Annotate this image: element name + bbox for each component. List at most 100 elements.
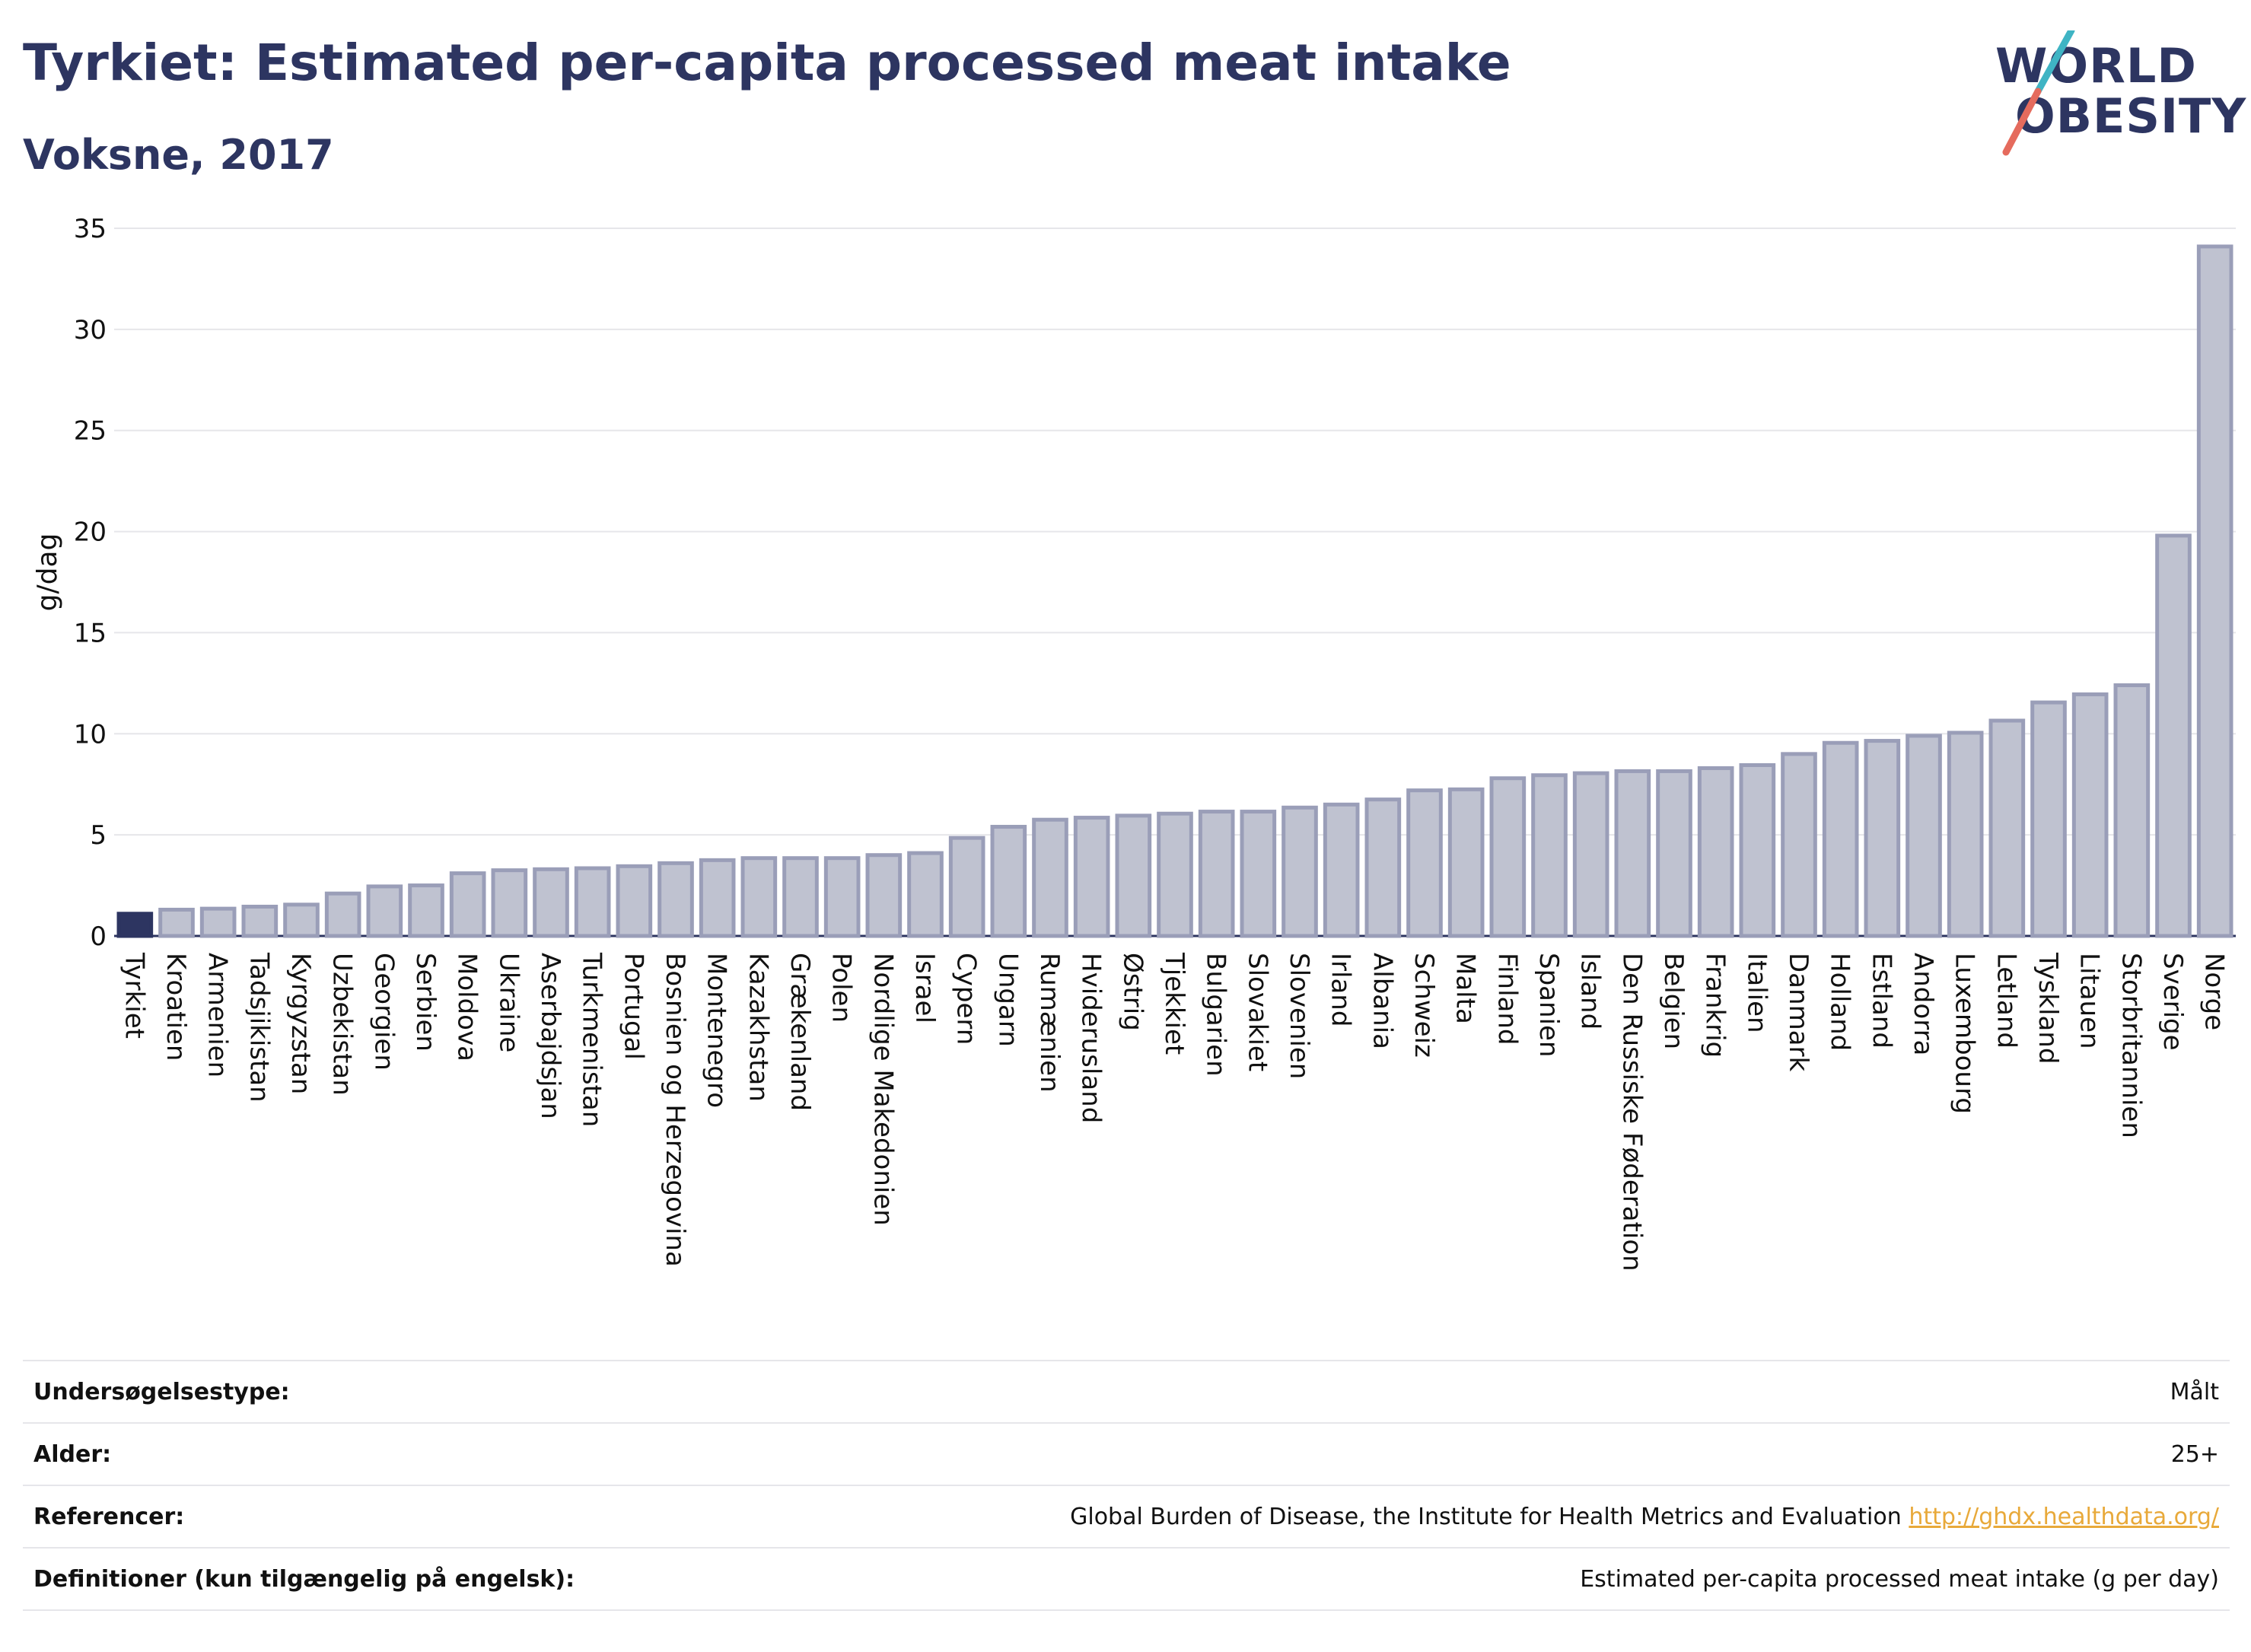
- bar[interactable]: [241, 904, 279, 938]
- bar-chart: 0 5 10 15 20 25 30 35 Tyrkiet Kroatien Armenien Ta…: [32, 214, 2236, 1272]
- bar[interactable]: [366, 884, 403, 938]
- bar[interactable]: [449, 871, 486, 938]
- bar[interactable]: [865, 853, 903, 938]
- bar[interactable]: [1947, 731, 1984, 938]
- world-obesity-logo: WORLD OBESITY: [1986, 30, 2246, 160]
- x-tick-label: Malta: [1450, 953, 1481, 1024]
- x-tick-label: Albania: [1367, 953, 1397, 1049]
- bar[interactable]: [533, 867, 569, 938]
- x-tick-label: Den Russiske Føderation: [1616, 953, 1647, 1272]
- bar[interactable]: [199, 906, 237, 938]
- info-label: Definitioner (kun tilgængelig på engelsk…: [23, 1547, 740, 1611]
- bar[interactable]: [408, 883, 444, 938]
- x-tick-label: Bulgarien: [1201, 953, 1231, 1077]
- x-tick-label: Letland: [1991, 953, 2021, 1049]
- y-tick-label: 0: [90, 921, 107, 952]
- bar[interactable]: [948, 836, 985, 938]
- x-tick-label: Kazakhstan: [743, 953, 773, 1102]
- bar[interactable]: [1614, 769, 1651, 938]
- bar[interactable]: [1572, 771, 1609, 938]
- bar[interactable]: [823, 856, 861, 938]
- bar[interactable]: [657, 861, 694, 938]
- bar[interactable]: [1739, 762, 1776, 938]
- bar[interactable]: [2071, 692, 2109, 938]
- x-tick-label: Litauen: [2074, 953, 2105, 1049]
- bar[interactable]: [283, 902, 320, 938]
- bar[interactable]: [699, 858, 736, 938]
- bar[interactable]: [1489, 776, 1527, 938]
- x-tick-label: Kroatien: [161, 953, 191, 1061]
- bar[interactable]: [491, 868, 528, 938]
- x-tick-label: Kyrgyzstan: [285, 953, 316, 1094]
- x-tick-label: Hviderusland: [1076, 953, 1106, 1123]
- info-label: Alder:: [23, 1422, 740, 1486]
- x-tick-label: Montenegro: [702, 953, 732, 1108]
- bar[interactable]: [1906, 734, 1942, 938]
- bar[interactable]: [324, 891, 361, 938]
- bar[interactable]: [782, 856, 819, 938]
- bar[interactable]: [2113, 683, 2151, 938]
- bar[interactable]: [2030, 700, 2067, 938]
- bar[interactable]: [1988, 718, 2026, 938]
- x-tick-label: Italien: [1741, 953, 1772, 1033]
- bar[interactable]: [1864, 739, 1901, 938]
- y-tick-label: 30: [74, 315, 107, 345]
- x-tick-label: Armenien: [202, 953, 233, 1077]
- bar[interactable]: [1240, 810, 1277, 938]
- info-row-survey-type: Undersøgelsestype: Målt: [23, 1360, 2230, 1424]
- x-tick-label: Østrig: [1117, 953, 1148, 1031]
- x-tick-labels: Tyrkiet Kroatien Armenien Tadsjikistan Kyrgy…: [119, 952, 2229, 1272]
- x-tick-label: Slovakiet: [1242, 953, 1272, 1071]
- bar[interactable]: [1822, 740, 1859, 938]
- bar[interactable]: [2155, 533, 2192, 938]
- x-tick-label: Sverige: [2157, 953, 2188, 1051]
- x-tick-label: Bosnien og Herzegovina: [660, 953, 690, 1267]
- bar[interactable]: [907, 851, 944, 938]
- bar[interactable]: [1531, 773, 1568, 938]
- x-tick-label: Cypern: [951, 953, 982, 1045]
- reference-text: Global Burden of Disease, the Institute …: [1070, 1503, 1902, 1530]
- info-row-age: Alder: 25+: [23, 1422, 2230, 1486]
- x-tick-label: Serbien: [410, 953, 441, 1052]
- bar[interactable]: [574, 866, 611, 938]
- bar[interactable]: [1697, 766, 1734, 938]
- x-tick-label: Tyrkiet: [119, 952, 149, 1039]
- bar[interactable]: [1198, 810, 1235, 938]
- x-tick-label: Nordlige Makedonien: [868, 953, 898, 1226]
- x-tick-label: Turkmenistan: [577, 952, 607, 1127]
- bar[interactable]: [1032, 817, 1068, 938]
- x-tick-label: Luxembourg: [1950, 953, 1980, 1114]
- bar[interactable]: [1656, 769, 1692, 938]
- x-tick-label: Uzbekistan: [327, 953, 358, 1096]
- x-tick-label: Ungarn: [992, 953, 1023, 1047]
- page-title: Tyrkiet: Estimated per-capita processed …: [23, 33, 1511, 92]
- x-tick-label: Grækenland: [785, 953, 815, 1111]
- bar[interactable]: [1406, 788, 1443, 938]
- bar[interactable]: [740, 856, 778, 938]
- bar[interactable]: [1323, 802, 1360, 938]
- x-tick-label: Georgien: [368, 953, 399, 1071]
- bar[interactable]: [990, 825, 1027, 938]
- x-tick-label: Polen: [826, 953, 857, 1023]
- logo-line-1: WORLD: [1995, 38, 2197, 94]
- bar[interactable]: [116, 912, 154, 938]
- bar[interactable]: [1364, 797, 1402, 938]
- bars-layer: [116, 244, 2233, 938]
- bar[interactable]: [1282, 805, 1318, 938]
- x-tick-label: Ukraine: [493, 953, 524, 1052]
- x-tick-label: Andorra: [1908, 953, 1938, 1055]
- reference-link[interactable]: http://ghdx.healthdata.org/: [1909, 1503, 2219, 1530]
- bar[interactable]: [1157, 811, 1193, 938]
- bar[interactable]: [1073, 816, 1110, 938]
- bar[interactable]: [1115, 813, 1152, 938]
- bar[interactable]: [2196, 244, 2233, 938]
- x-tick-label: Schweiz: [1409, 953, 1439, 1058]
- bar[interactable]: [616, 864, 653, 938]
- logo-slash-icon: [2002, 30, 2075, 156]
- bar[interactable]: [1447, 787, 1485, 938]
- bar[interactable]: [158, 907, 195, 938]
- x-tick-label: Tyskland: [2033, 952, 2063, 1064]
- page-subtitle: Voksne, 2017: [23, 131, 334, 179]
- y-tick-label: 20: [74, 517, 107, 548]
- bar[interactable]: [1781, 752, 1817, 938]
